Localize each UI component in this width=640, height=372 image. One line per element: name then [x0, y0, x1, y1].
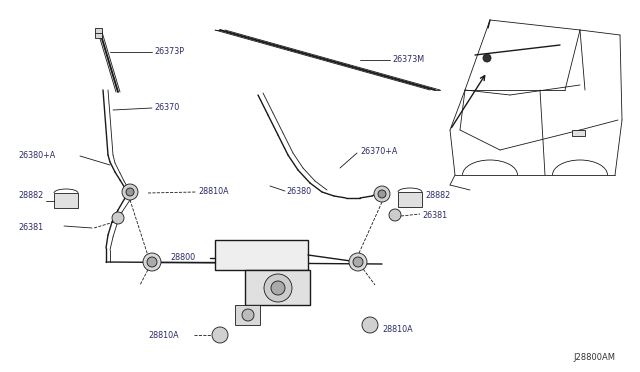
- Text: 26381: 26381: [422, 211, 447, 219]
- Text: 28800: 28800: [170, 253, 195, 263]
- Circle shape: [271, 281, 285, 295]
- Circle shape: [389, 209, 401, 221]
- Text: 26380+A: 26380+A: [18, 151, 55, 160]
- Text: J28800AM: J28800AM: [573, 353, 615, 362]
- Text: 26381: 26381: [18, 224, 43, 232]
- Polygon shape: [398, 192, 422, 207]
- Circle shape: [349, 253, 367, 271]
- Text: 26370+A: 26370+A: [360, 148, 397, 157]
- Circle shape: [264, 274, 292, 302]
- Polygon shape: [572, 130, 585, 136]
- Circle shape: [353, 257, 363, 267]
- Circle shape: [212, 327, 228, 343]
- Circle shape: [143, 253, 161, 271]
- Text: 28810A: 28810A: [148, 330, 179, 340]
- Text: 26373M: 26373M: [392, 55, 424, 64]
- Circle shape: [374, 186, 390, 202]
- Polygon shape: [54, 193, 78, 208]
- Text: 26373P: 26373P: [154, 48, 184, 57]
- Text: 28810A: 28810A: [198, 186, 228, 196]
- Circle shape: [362, 317, 378, 333]
- Polygon shape: [215, 240, 308, 270]
- Circle shape: [378, 190, 386, 198]
- Circle shape: [126, 188, 134, 196]
- Circle shape: [122, 184, 138, 200]
- Polygon shape: [95, 28, 102, 38]
- Text: 26370: 26370: [154, 103, 179, 112]
- Text: 28882: 28882: [18, 192, 44, 201]
- Polygon shape: [235, 305, 260, 325]
- Text: 28810A: 28810A: [382, 326, 413, 334]
- Text: 26380: 26380: [286, 187, 311, 196]
- Text: 28882: 28882: [425, 192, 451, 201]
- Polygon shape: [245, 270, 310, 305]
- Circle shape: [242, 309, 254, 321]
- Circle shape: [147, 257, 157, 267]
- Circle shape: [112, 212, 124, 224]
- Circle shape: [483, 54, 491, 62]
